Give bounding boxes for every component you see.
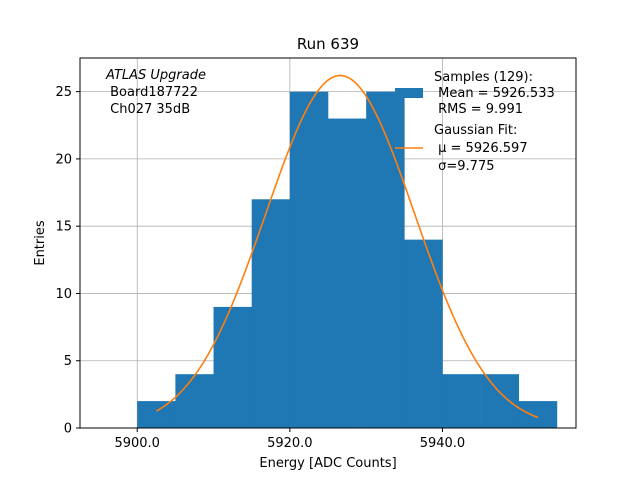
x-axis-label: Energy [ADC Counts] — [259, 456, 396, 471]
y-tick-label: 5 — [64, 354, 72, 369]
atlas-annotation: ATLAS Upgrade Board187722 Ch027 35dB — [105, 68, 206, 117]
axis-ticks: 5900.0 5920.0 5940.0 0 5 10 15 20 25 — [55, 85, 465, 451]
histogram-bar — [328, 118, 367, 428]
y-tick-label: 10 — [55, 287, 72, 302]
histogram-bar — [289, 91, 329, 429]
gaussian-fit-curve — [155, 74, 539, 419]
chart-title: Run 639 — [297, 35, 359, 53]
y-tick-label: 15 — [55, 220, 72, 235]
x-tick-label: 5940.0 — [420, 436, 466, 451]
y-tick-label: 20 — [55, 152, 72, 167]
histogram-bar — [518, 401, 558, 428]
histogram-bar — [251, 199, 291, 428]
histogram-bar — [366, 91, 405, 429]
histogram-bar — [480, 374, 520, 428]
y-tick-label: 25 — [55, 85, 72, 100]
annotation-line-3: Ch027 35dB — [106, 102, 190, 117]
annotation-line-2: Board187722 — [106, 85, 198, 100]
legend-fit-line-2: μ = 5926.597 — [434, 141, 528, 156]
x-tick-label: 5900.0 — [114, 436, 160, 451]
annotation-line-1: ATLAS Upgrade — [105, 68, 206, 83]
histogram-bars — [137, 91, 558, 429]
annotation-atlas-word: ATLAS Upgrade — [105, 68, 206, 83]
histogram-bar — [175, 374, 214, 428]
legend-fit-line-1: Gaussian Fit: — [434, 123, 517, 138]
legend-samples-line-1: Samples (129): — [434, 70, 533, 85]
plot-frame — [79, 57, 577, 429]
y-tick-label: 0 — [64, 422, 72, 437]
histogram-bar — [442, 374, 481, 428]
legend-samples-line-2: Mean = 5926.533 — [434, 86, 555, 101]
gaussian-fit-layer — [155, 74, 539, 419]
legend-samples-line-3: RMS = 9.991 — [434, 102, 523, 117]
y-axis-label: Entries — [33, 220, 48, 266]
legend-samples-swatch — [395, 88, 423, 98]
histogram-bar — [213, 306, 252, 428]
x-tick-label: 5920.0 — [267, 436, 313, 451]
histogram-bar — [137, 401, 176, 428]
legend-fit-line-3: σ=9.775 — [434, 159, 494, 174]
legend: Samples (129): Mean = 5926.533 RMS = 9.9… — [395, 70, 555, 174]
histogram-bar — [404, 239, 443, 428]
